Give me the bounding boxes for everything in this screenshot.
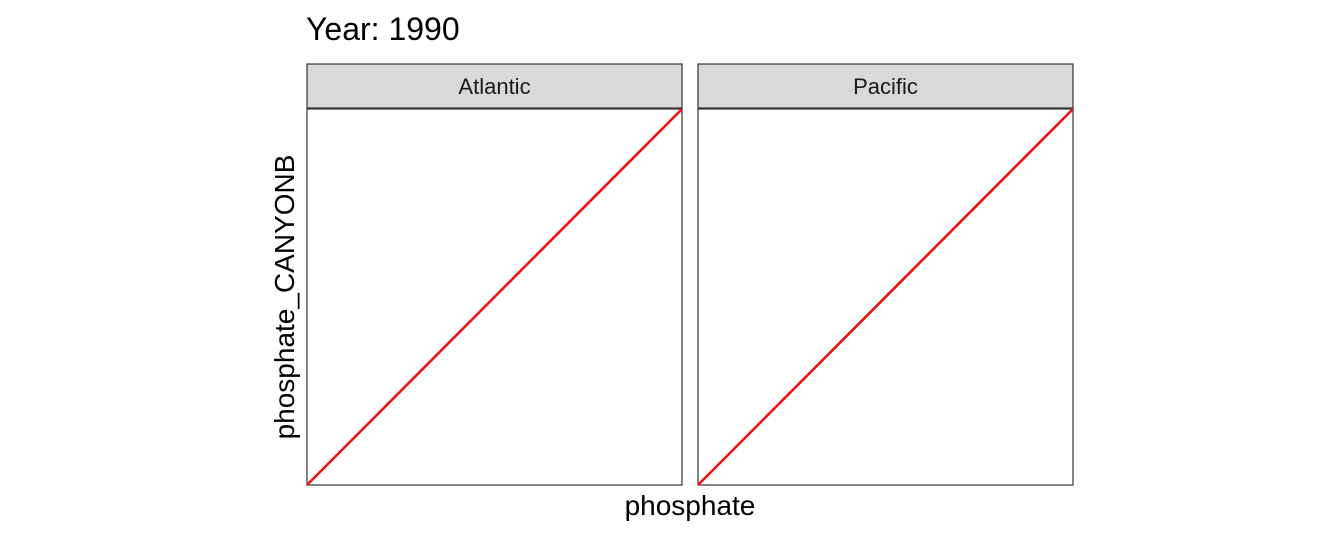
facet-strip-label: Pacific xyxy=(853,74,918,99)
facet-strip xyxy=(306,63,683,109)
panels-layer: Atlantic Pacific xyxy=(306,63,1074,486)
facet-panel-pacific: Pacific xyxy=(697,63,1074,486)
x-axis-label: phosphate xyxy=(625,490,756,521)
facet-strip-label: Atlantic xyxy=(458,74,530,99)
y-axis-label: phosphate_CANYONB xyxy=(269,155,300,440)
series-line-0 xyxy=(306,108,683,486)
series-line-0 xyxy=(697,108,1074,486)
facet-strip xyxy=(697,63,1074,109)
facet-panel-atlantic: Atlantic xyxy=(306,63,683,486)
chart-title: Year: 1990 xyxy=(306,11,460,47)
